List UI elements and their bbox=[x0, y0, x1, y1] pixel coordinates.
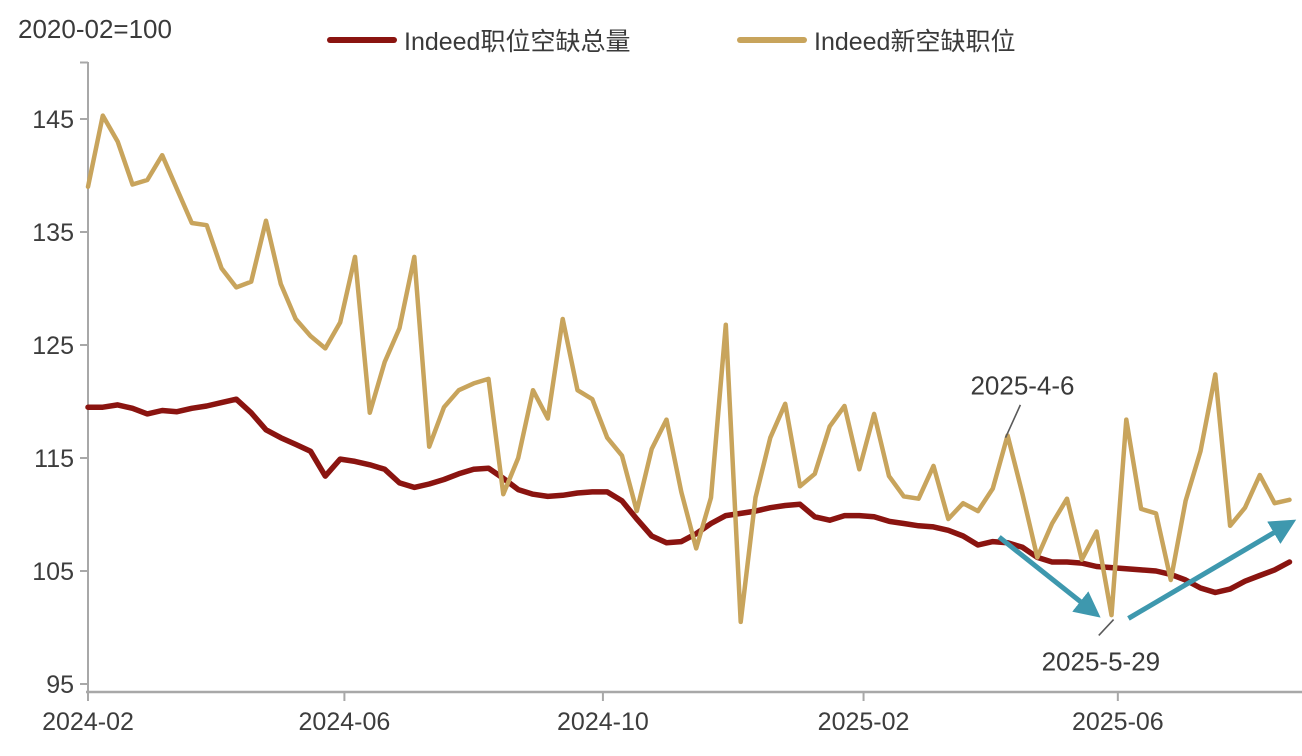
x-tick-label: 2025-06 bbox=[1072, 708, 1164, 736]
annotation-leader-0 bbox=[1004, 404, 1022, 438]
y-tick-label: 125 bbox=[32, 332, 74, 360]
y-tick-label: 105 bbox=[32, 558, 74, 586]
y-tick-label: 115 bbox=[34, 445, 74, 473]
series-line-0 bbox=[85, 396, 1293, 596]
y-tick-label: 95 bbox=[46, 671, 74, 699]
x-tick-label: 2024-10 bbox=[557, 708, 649, 736]
x-tick-label: 2024-02 bbox=[42, 708, 134, 736]
y-tick-label: 145 bbox=[32, 106, 74, 134]
x-tick-label: 2024-06 bbox=[299, 708, 391, 736]
y-tick-label: 135 bbox=[32, 219, 74, 247]
annotation-label-0: 2025-4-6 bbox=[970, 371, 1074, 401]
series-line-1 bbox=[85, 113, 1292, 625]
annotation-leader-1 bbox=[1098, 619, 1115, 636]
x-tick-label: 2025-02 bbox=[818, 708, 910, 736]
index-base-note: 2020-02=100 bbox=[18, 14, 172, 44]
trend-arrow-0 bbox=[997, 535, 1101, 618]
trend-arrow-1 bbox=[1127, 519, 1297, 621]
annotation-label-1: 2025-5-29 bbox=[1042, 646, 1161, 676]
